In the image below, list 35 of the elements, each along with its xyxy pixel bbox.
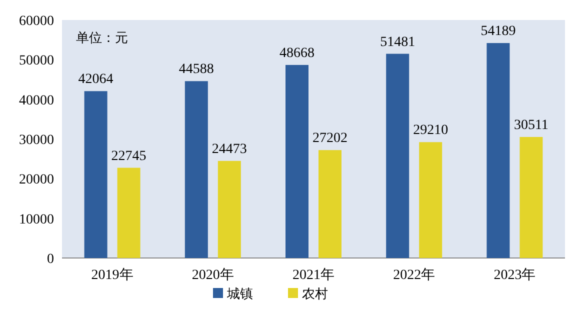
x-tick-label: 2022年 — [393, 267, 436, 283]
y-tick-label: 50000 — [19, 54, 54, 69]
data-label: 24473 — [212, 142, 247, 157]
bar — [84, 91, 108, 258]
data-label: 22745 — [111, 148, 146, 164]
bar — [218, 160, 241, 258]
data-label: 44588 — [178, 62, 214, 78]
x-tick-label: 2020年 — [192, 267, 234, 283]
y-tick-label: 20000 — [19, 172, 54, 188]
y-tick-label: 30000 — [19, 133, 54, 148]
bar — [486, 43, 510, 258]
bar — [286, 64, 308, 258]
data-label: 48668 — [280, 46, 314, 61]
bar — [386, 54, 410, 258]
bar — [318, 150, 342, 258]
legend-label: 城镇 — [226, 287, 253, 302]
x-tick-label: 2021年 — [292, 267, 334, 283]
bar — [520, 136, 543, 258]
data-label: 30511 — [514, 118, 548, 133]
y-tick-label: 60000 — [19, 14, 54, 29]
data-label: 42064 — [78, 72, 114, 88]
data-label: 54189 — [480, 24, 516, 40]
y-tick-label: 0 — [47, 252, 54, 267]
y-tick-label: 40000 — [19, 93, 54, 108]
data-label: 29210 — [413, 123, 448, 138]
bar — [419, 142, 442, 258]
x-tick-label: 2019年 — [91, 267, 134, 283]
bar — [184, 81, 208, 258]
x-tick-label: 2023年 — [494, 267, 536, 283]
y-tick-label: 10000 — [19, 212, 54, 228]
annotation: 单位：元 — [76, 31, 128, 46]
legend-label: 农村 — [302, 287, 328, 302]
bar — [117, 168, 140, 258]
data-label: 27202 — [312, 131, 348, 146]
data-label: 51481 — [380, 34, 416, 50]
